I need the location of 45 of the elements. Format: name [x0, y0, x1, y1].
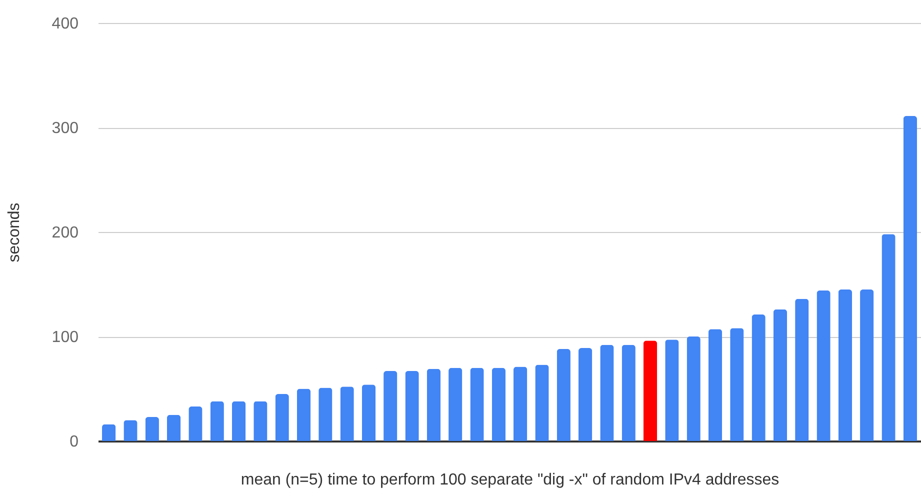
bar: [578, 348, 592, 441]
bar: [622, 344, 636, 441]
bar: [730, 328, 744, 441]
bar: [882, 234, 896, 441]
bar: [384, 370, 398, 441]
bar: [492, 368, 506, 441]
bar: [362, 384, 376, 441]
bar: [643, 340, 658, 441]
bar: [254, 401, 268, 441]
bar: [318, 388, 332, 441]
bar: [405, 370, 419, 441]
bar: [838, 289, 852, 441]
bar: [686, 336, 700, 441]
bar: [752, 314, 766, 441]
bar: [426, 368, 441, 441]
bar: [514, 366, 528, 441]
bar: [903, 116, 917, 441]
y-axis-title: seconds: [6, 202, 23, 262]
y-tick-label: 400: [52, 16, 79, 32]
bar: [795, 298, 809, 441]
bar: [145, 416, 159, 441]
bar: [470, 368, 484, 441]
bar: [773, 309, 788, 441]
bar: [600, 344, 614, 441]
bar: [340, 386, 354, 441]
bar: [275, 394, 289, 441]
bar: [535, 364, 549, 441]
bar: [556, 349, 570, 441]
y-tick-label: 200: [52, 224, 79, 242]
bar: [296, 388, 311, 441]
bar: [166, 414, 181, 441]
bar: [860, 289, 874, 441]
y-tick-label: 300: [52, 120, 79, 137]
bar: [124, 420, 138, 441]
bar: [188, 406, 202, 441]
y-tick-label: 0: [70, 434, 79, 450]
bar: [816, 290, 830, 441]
bar: [232, 401, 246, 441]
bar: [448, 368, 462, 441]
bar: [210, 401, 224, 441]
x-axis-title: mean (n=5) time to perform 100 separate "dig -x" of random IPv4 addresses: [240, 472, 780, 488]
bar: [102, 424, 116, 441]
y-tick-label: 100: [52, 329, 79, 346]
bar: [665, 340, 679, 441]
bar: [708, 329, 722, 441]
